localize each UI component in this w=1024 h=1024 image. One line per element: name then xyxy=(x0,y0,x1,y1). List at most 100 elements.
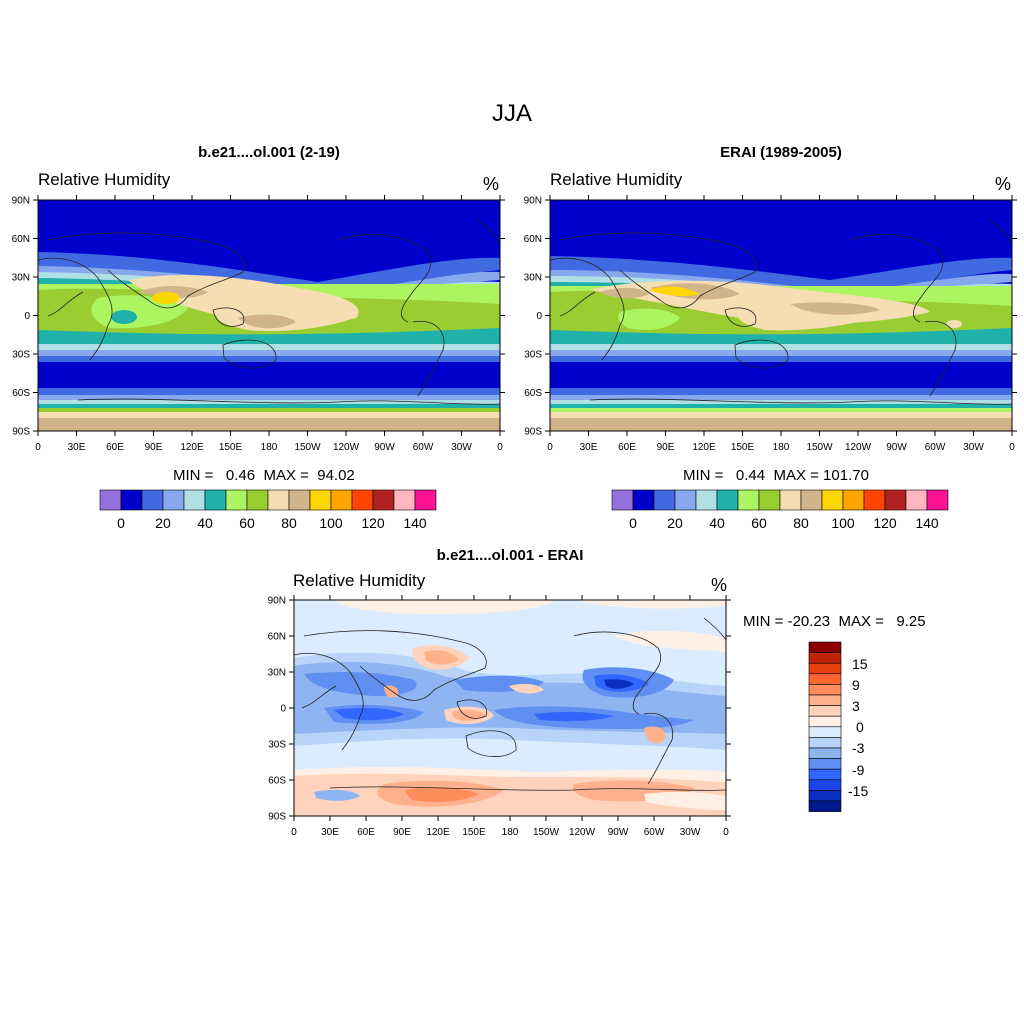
lon-label: 150E xyxy=(219,442,243,453)
colorbar-swatches-difference xyxy=(808,641,842,812)
colorbar-label: -9 xyxy=(852,762,865,778)
humidity-difference-field xyxy=(294,600,726,816)
lat-label: 60S xyxy=(524,388,542,399)
colorbar-swatch xyxy=(808,758,842,770)
lat-label: 60N xyxy=(268,632,286,643)
lon-label: 150W xyxy=(533,827,560,838)
lon-label: 60W xyxy=(644,827,665,838)
lon-label: 90W xyxy=(608,827,629,838)
colorbar-label: 20 xyxy=(667,515,683,531)
lon-label: 90E xyxy=(657,442,675,453)
axis-ticks-difference xyxy=(289,595,731,821)
colorbar-swatch xyxy=(808,705,842,717)
lat-label: 30N xyxy=(268,668,286,679)
colorbar-swatch xyxy=(351,489,374,511)
lon-label: 60W xyxy=(925,442,946,453)
lon-label: 0 xyxy=(723,827,729,838)
colorbar-swatch xyxy=(926,489,949,511)
lon-label: 90W xyxy=(886,442,907,453)
colorbar-label: 140 xyxy=(915,515,939,531)
lon-label: 0 xyxy=(1009,442,1015,453)
colorbar-swatch xyxy=(800,489,823,511)
panel-title-model: b.e21....ol.001 (2-19) xyxy=(198,144,340,161)
colorbar-swatch xyxy=(808,684,842,696)
colorbar-swatch xyxy=(808,673,842,685)
colorbar-swatch xyxy=(372,489,395,511)
units-label-erai: % xyxy=(995,174,1012,194)
lon-label: 60W xyxy=(413,442,434,453)
colorbar-swatch xyxy=(779,489,802,511)
lon-label: 30W xyxy=(680,827,701,838)
lat-label: 30N xyxy=(524,273,542,284)
colorbar-swatch xyxy=(808,726,842,738)
colorbar-swatch xyxy=(758,489,781,511)
colorbar-swatch xyxy=(225,489,248,511)
colorbar-label: 9 xyxy=(852,677,860,693)
colorbar-swatch xyxy=(808,662,842,675)
lon-label: 150W xyxy=(806,442,833,453)
colorbar-swatch xyxy=(716,489,739,511)
colorbar-label: 0 xyxy=(117,515,125,531)
colorbar-swatch xyxy=(808,779,842,791)
lon-label: 60E xyxy=(357,827,375,838)
lon-label: 30E xyxy=(580,442,598,453)
colorbar-label: 0 xyxy=(856,719,864,735)
lat-label: 90N xyxy=(524,196,542,207)
variable-label-model: Relative Humidity xyxy=(38,170,171,189)
colorbar-swatch xyxy=(808,652,842,664)
colorbar-label: 120 xyxy=(873,515,897,531)
colorbar-label: -3 xyxy=(852,740,865,756)
variable-label-difference: Relative Humidity xyxy=(293,571,426,590)
lon-label: 180 xyxy=(502,827,519,838)
colorbar-label: -15 xyxy=(848,783,868,799)
colorbar-label: 100 xyxy=(319,515,343,531)
colorbar-swatch xyxy=(162,489,185,511)
colorbar-swatches-erai xyxy=(611,489,949,511)
colorbar-swatch xyxy=(808,790,842,802)
lon-label: 120E xyxy=(426,827,450,838)
lon-label: 120W xyxy=(569,827,596,838)
stats-erai: MIN = 0.44 MAX = 101.70 xyxy=(683,467,869,484)
axis-ticks-erai xyxy=(545,195,1017,436)
lon-label: 150E xyxy=(731,442,755,453)
colorbar-swatch xyxy=(393,489,416,511)
lon-label: 120W xyxy=(333,442,360,453)
lon-label: 180 xyxy=(773,442,790,453)
colorbar-swatch xyxy=(611,489,634,511)
colorbar-label: 3 xyxy=(852,698,860,714)
colorbar-swatch xyxy=(808,737,842,749)
colorbar-swatch xyxy=(267,489,290,511)
lon-label: 150E xyxy=(462,827,486,838)
lat-label: 90S xyxy=(12,427,30,438)
colorbar-swatch xyxy=(653,489,676,511)
colorbar-label: 20 xyxy=(155,515,171,531)
lat-label: 30S xyxy=(268,740,286,751)
colorbar-swatch xyxy=(884,489,907,511)
colorbar-erai: 0 20 40 60 80 100 120 140 xyxy=(611,489,949,531)
colorbar-swatch xyxy=(330,489,353,511)
lat-label: 90N xyxy=(268,596,286,607)
lon-label: 60E xyxy=(618,442,636,453)
colorbar-model: 0 20 40 60 80 100 120 140 xyxy=(99,489,437,531)
lon-label: 30E xyxy=(68,442,86,453)
lon-label: 60E xyxy=(106,442,124,453)
lat-label: 0 xyxy=(536,311,542,322)
stats-difference: MIN = -20.23 MAX = 9.25 xyxy=(743,613,926,630)
humidity-field-erai xyxy=(550,200,1012,431)
colorbar-swatch xyxy=(808,641,842,653)
lon-label: 150W xyxy=(294,442,321,453)
colorbar-label: 80 xyxy=(281,515,297,531)
colorbar-swatch xyxy=(905,489,928,511)
colorbar-difference: 15 9 3 0 -3 -9 -15 xyxy=(808,641,868,812)
variable-label-erai: Relative Humidity xyxy=(550,170,683,189)
lon-label: 30E xyxy=(321,827,339,838)
units-label-model: % xyxy=(483,174,500,194)
lat-label: 60N xyxy=(524,234,542,245)
colorbar-label: 0 xyxy=(629,515,637,531)
colorbar-swatch xyxy=(737,489,760,511)
colorbar-label: 40 xyxy=(197,515,213,531)
lon-label: 120E xyxy=(180,442,204,453)
lon-label: 0 xyxy=(35,442,41,453)
figure-title: JJA xyxy=(491,100,532,127)
lon-label: 0 xyxy=(291,827,297,838)
